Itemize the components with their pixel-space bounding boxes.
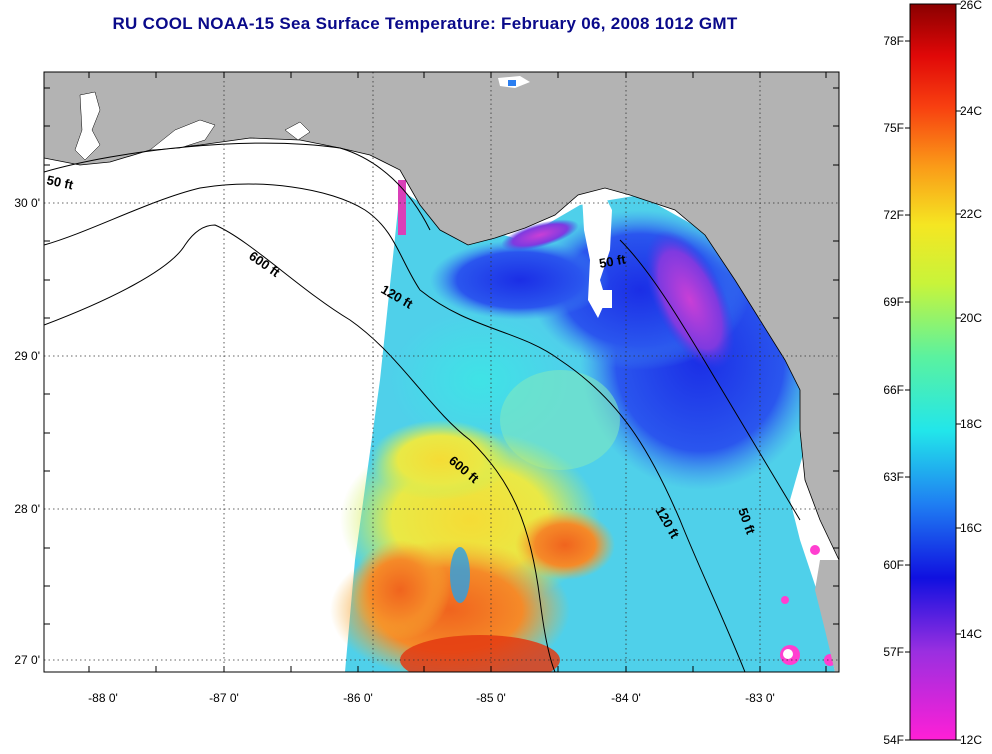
colorbar-fahrenheit-label: 69F <box>883 295 904 309</box>
tick-marks <box>44 72 839 672</box>
colorbar-celsius-label: 24C <box>960 104 982 118</box>
contour-label-50ft: 50 ft <box>598 251 628 271</box>
colorbar: 26C 24C 22C 20C 18C 16C 14C 12C 78F 75F … <box>883 0 982 747</box>
x-tick-label: -84 0' <box>611 691 641 705</box>
cloud-gaps <box>582 190 793 659</box>
bay <box>284 121 311 141</box>
map-frame <box>43 71 840 673</box>
land <box>44 72 839 672</box>
x-tick-label: -87 0' <box>209 691 239 705</box>
colorbar-celsius-label: 12C <box>960 733 982 747</box>
y-tick-label: 28 0' <box>14 502 40 516</box>
cloud-patch <box>508 80 516 86</box>
y-tick-label: 30 0' <box>14 196 40 210</box>
colorbar-ticks <box>905 3 961 741</box>
y-axis-labels: 30 0' 29 0' 28 0' 27 0' <box>14 196 40 667</box>
colorbar-fahrenheit-label: 60F <box>883 558 904 572</box>
colorbar-fahrenheit-label: 57F <box>883 645 904 659</box>
colorbar-fahrenheit-label: 75F <box>883 121 904 135</box>
x-tick-label: -86 0' <box>343 691 373 705</box>
bay <box>74 91 101 161</box>
colorbar-fahrenheit-label: 72F <box>883 208 904 222</box>
colorbar-gradient <box>909 3 957 741</box>
map-title: RU COOL NOAA-15 Sea Surface Temperature:… <box>112 14 738 33</box>
colorbar-fahrenheit-label: 54F <box>883 733 904 747</box>
colorbar-celsius-label: 22C <box>960 207 982 221</box>
x-axis-labels: -88 0' -87 0' -86 0' -85 0' -84 0' -83 0' <box>88 691 775 705</box>
x-tick-label: -83 0' <box>745 691 775 705</box>
colorbar-fahrenheit-label: 63F <box>883 470 904 484</box>
colorbar-celsius-label: 26C <box>960 0 982 12</box>
colorbar-celsius-label: 20C <box>960 311 982 325</box>
y-tick-label: 29 0' <box>14 349 40 363</box>
lat-lon-grid <box>44 72 839 672</box>
colorbar-celsius-label: 16C <box>960 521 982 535</box>
x-tick-label: -85 0' <box>476 691 506 705</box>
x-tick-label: -88 0' <box>88 691 118 705</box>
depth-contours <box>44 142 801 672</box>
colorbar-fahrenheit-label: 66F <box>883 383 904 397</box>
coastline <box>44 137 839 561</box>
contour-label-50ft: 50 ft <box>45 172 75 192</box>
colorbar-celsius-label: 14C <box>960 627 982 641</box>
colorbar-celsius-label: 18C <box>960 417 982 431</box>
y-tick-label: 27 0' <box>14 653 40 667</box>
sst-swath <box>330 180 836 672</box>
colorbar-fahrenheit-label: 78F <box>883 34 904 48</box>
